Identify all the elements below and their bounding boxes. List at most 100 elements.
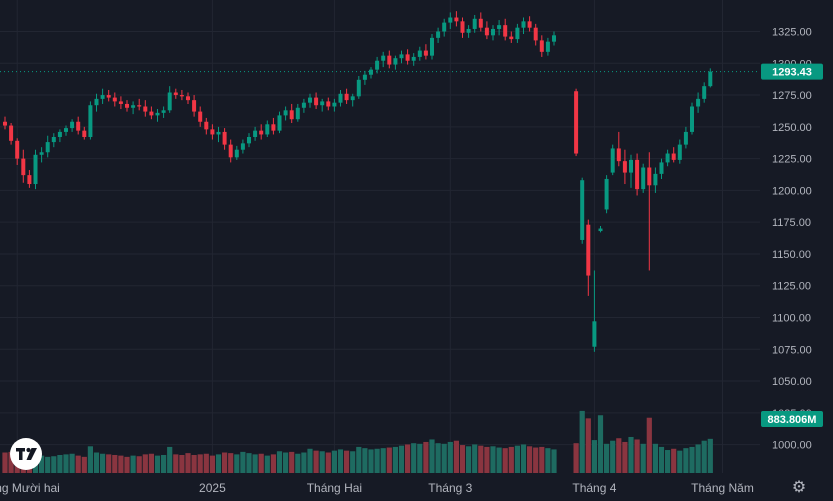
volume-bar [447,441,453,473]
volume-bar [484,446,490,473]
candle [350,93,355,107]
candle [460,17,465,38]
volume-bar [106,454,112,473]
candle [39,147,44,163]
price-tick-label: 1125.00 [772,281,811,293]
volume-bar [640,443,646,473]
volume-bar [423,441,429,473]
volume-bar [270,454,276,473]
volume-bar [496,447,502,473]
candle [574,88,579,157]
candle [167,86,172,113]
candle [204,117,209,135]
candle [314,92,319,110]
candle [484,21,489,40]
volume-bar [8,451,14,473]
candle [466,25,471,38]
settings-gear-icon[interactable]: ⚙ [791,479,807,496]
volume-bar [39,455,45,473]
candle [423,44,428,60]
candle [320,98,325,112]
volume-bar [276,451,283,473]
candle [442,18,447,37]
candle [112,92,117,107]
volume-bar [331,450,337,473]
time-tick-label: Tháng 4 [572,481,616,495]
volume-bar [179,454,185,473]
candle [149,106,154,120]
volume-bar [671,448,677,473]
volume-bar [539,446,545,473]
candle [45,135,50,158]
candle [295,103,300,122]
candle [430,34,434,60]
volume-bar [683,448,689,473]
volume-bar [142,454,148,473]
candle [369,67,373,79]
candle [417,46,422,61]
last-volume-badge-text: 883.806M [768,414,817,426]
volume-bar [398,445,405,473]
volume-bar [118,455,124,473]
candle [143,100,148,117]
candle [94,93,99,112]
volume-bar [622,441,628,473]
price-tick-label: 1325.00 [772,27,812,39]
candle [9,123,14,145]
candle [478,12,483,32]
volume-bar [337,449,344,473]
candle [635,153,640,196]
candle [76,116,81,135]
time-axis[interactable]: Tháng Mười hai 2025 Tháng Hai Tháng 3 Tháng … [0,481,754,495]
volume-bar [130,455,136,473]
volume-bar [234,454,240,473]
volume-bar [63,454,69,473]
volume-bar [689,446,695,473]
candle [509,31,514,43]
candles [3,11,713,352]
candle [356,75,361,99]
volume-bar [100,453,106,473]
volume-bar [325,452,331,473]
volume-bar [466,446,472,473]
volume-bar [240,451,246,473]
candle [3,116,7,130]
volume-bar [459,445,466,473]
candle [271,117,276,135]
candle [64,125,68,136]
volume-bar [69,453,75,473]
candle [586,219,591,296]
tradingview-logo[interactable] [10,438,42,470]
volume-bar [533,447,539,473]
volume-bar [545,448,551,473]
candle [161,106,166,118]
last-price-badge-text: 1293.43 [772,67,812,79]
candle [228,139,233,163]
candle [216,126,221,143]
volume-bar [478,445,484,473]
volume-bar [75,455,81,473]
candle [192,95,197,117]
candle [375,56,380,74]
volume-bar [435,443,441,473]
candle [641,163,646,193]
volume-bar [209,455,215,473]
volume-bar [51,456,57,473]
candle [454,11,459,27]
volume-bar [215,454,222,473]
candle [491,25,495,41]
volume-bar [344,450,350,473]
time-tick-label: Tháng Năm [691,481,754,495]
volume-bar [591,440,597,473]
volume-bar [707,438,713,473]
grid [0,0,760,473]
volume-bar [319,451,325,473]
volume-bar [411,443,417,473]
volume-bar [112,454,118,473]
volume-bar [313,450,319,473]
candle [186,92,190,104]
volume-bar [527,446,533,473]
volume-bar [283,452,289,473]
